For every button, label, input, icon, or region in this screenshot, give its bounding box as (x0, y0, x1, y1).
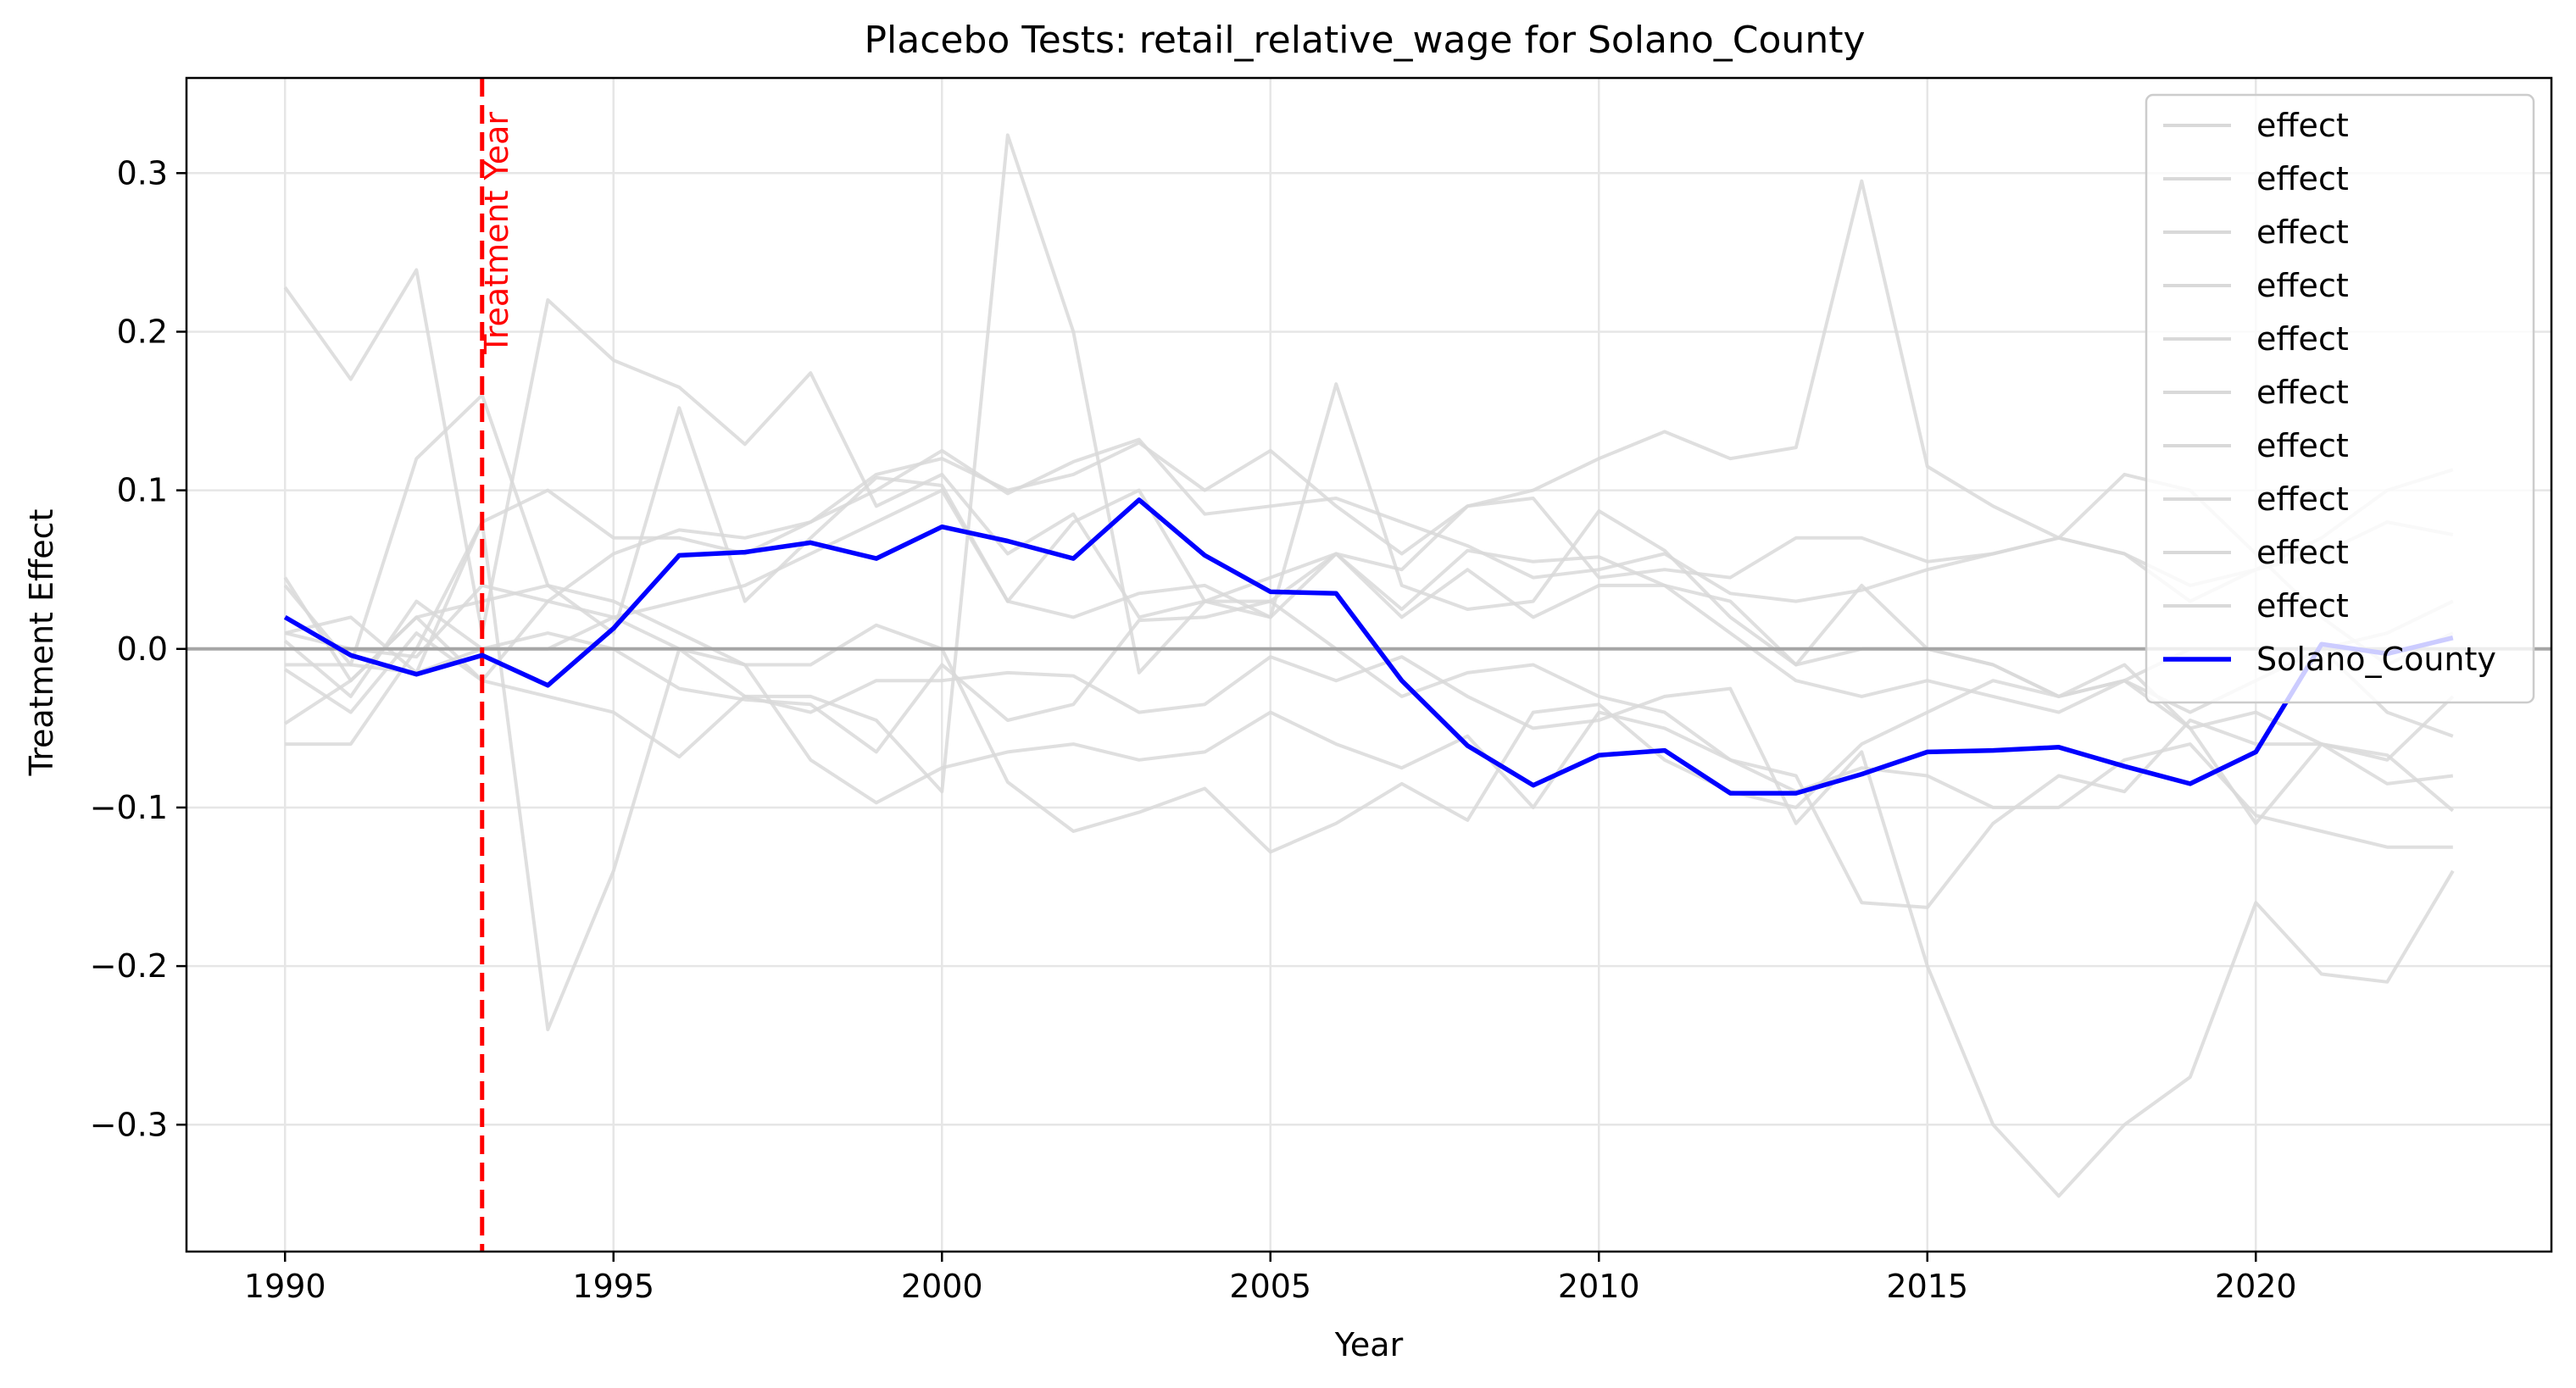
legend-box (2145, 93, 2535, 704)
legend-entry-label: Solano_County (2256, 641, 2496, 678)
legend: effect effect effect effect effect effect effe… (2145, 93, 2535, 704)
x-tick-label: 2010 (1558, 1268, 1640, 1305)
legend-entry-label: effect (2256, 427, 2349, 464)
x-tick-label: 2005 (1229, 1268, 1311, 1305)
legend-entry-label: effect (2256, 534, 2349, 571)
treated-line-layer (283, 497, 2454, 796)
placebo-series-line (283, 179, 2454, 683)
placebo-lines (283, 133, 2455, 1198)
x-tick-label: 1990 (244, 1268, 326, 1305)
legend-entry-label: effect (2256, 214, 2349, 251)
legend-entry-label: effect (2256, 320, 2349, 358)
y-axis-label: Treatment Effect (23, 509, 60, 777)
y-tick-label: 0.3 (117, 154, 168, 192)
placebo-series-line (285, 520, 2453, 1031)
x-tick-label: 2000 (901, 1268, 983, 1305)
x-axis-ticks: 1990 1995 2000 2005 2010 2015 2020 (244, 1252, 2297, 1305)
legend-entry-label: effect (2256, 480, 2349, 518)
plot-frame (185, 76, 2553, 1253)
legend-entry-label: effect (2256, 587, 2349, 625)
y-tick-label: −0.1 (90, 789, 168, 826)
x-tick-label: 2020 (2215, 1268, 2297, 1305)
placebo-series-line (284, 583, 2454, 854)
placebo-series-line (283, 382, 2455, 762)
legend-entry-label: effect (2256, 160, 2349, 197)
legend-entry-label: effect (2256, 107, 2349, 144)
y-tick-label: 0.1 (117, 472, 168, 509)
x-axis-label: Year (1334, 1326, 1404, 1363)
y-tick-label: 0.0 (117, 630, 168, 668)
legend-entry-label: effect (2256, 374, 2349, 411)
placebo-series-line (284, 133, 2454, 794)
legend-entry-label: effect (2256, 267, 2349, 304)
y-tick-label: −0.2 (90, 947, 168, 985)
y-tick-label: −0.3 (90, 1106, 168, 1143)
placebo-series-line (284, 488, 2454, 738)
chart-title: Placebo Tests: retail_relative_wage for … (865, 19, 1866, 62)
placebo-series-line (284, 631, 2455, 1198)
y-tick-label: 0.2 (117, 313, 168, 350)
x-tick-label: 1995 (572, 1268, 654, 1305)
treated-series-line (283, 497, 2454, 796)
x-tick-label: 2015 (1886, 1268, 1968, 1305)
y-axis-ticks: −0.3 −0.2 −0.1 0.0 0.1 0.2 0.3 (90, 154, 186, 1143)
treatment-year-label: Treatment Year (478, 112, 515, 355)
